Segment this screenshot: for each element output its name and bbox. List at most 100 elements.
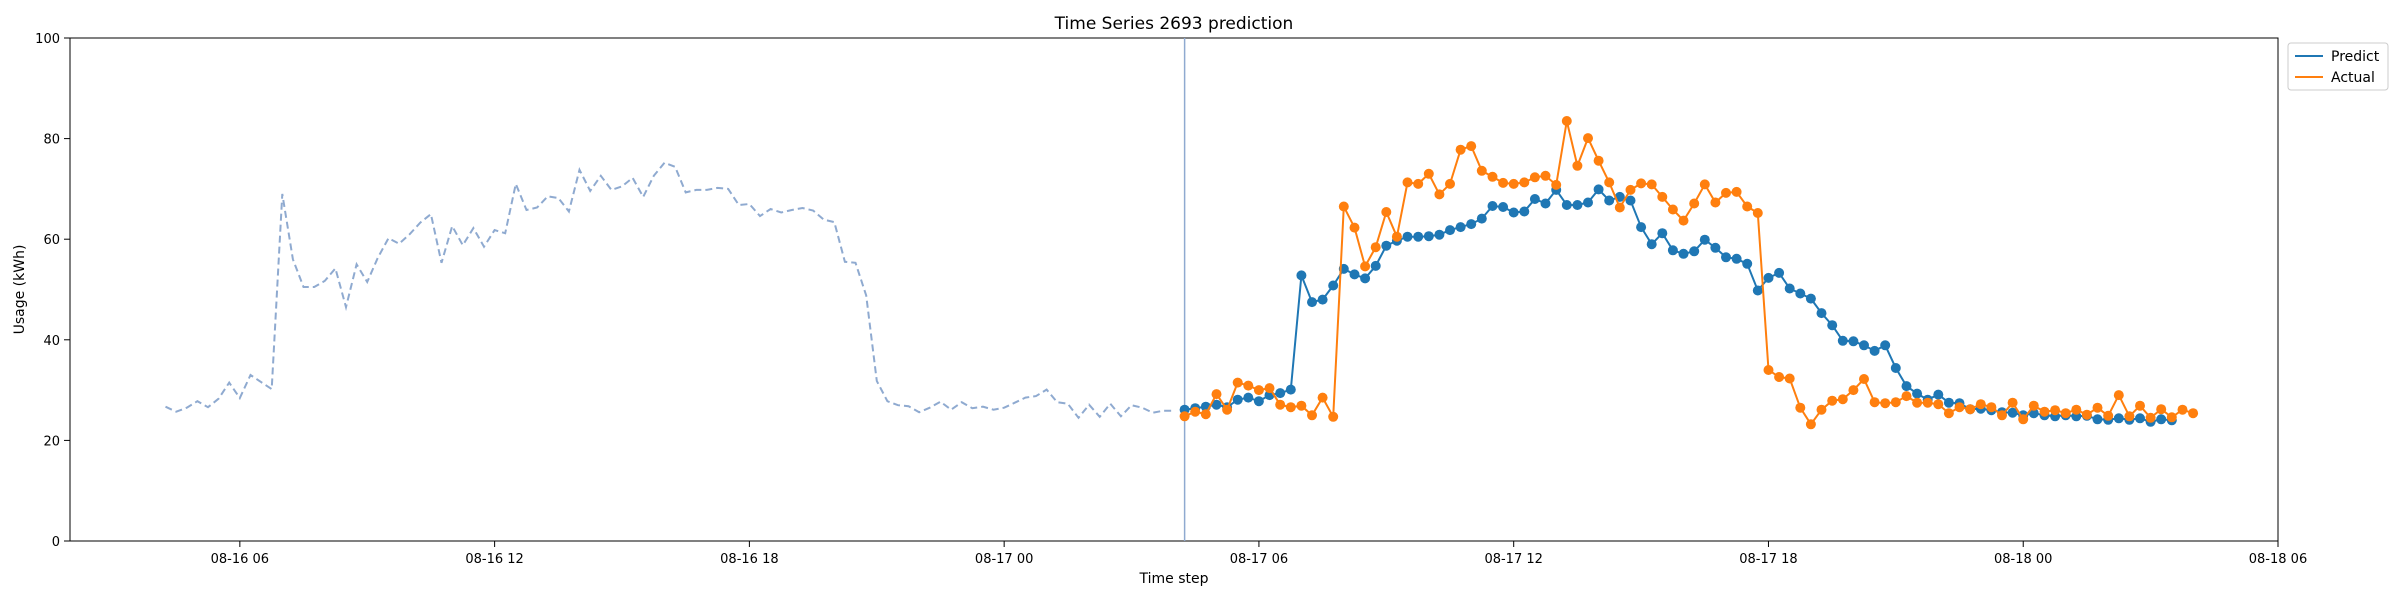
actual-point-26: [1455, 144, 1466, 155]
x-tick-label-0: 08-16 06: [211, 552, 269, 567]
actual-line: [1184, 120, 2194, 427]
predict-point-43: [1636, 222, 1647, 233]
predict-point-27: [1466, 219, 1477, 230]
predict-point-49: [1699, 234, 1710, 245]
actual-point-43: [1636, 178, 1647, 189]
actual-point-19: [1381, 207, 1392, 217]
plot-frame: [69, 37, 2279, 542]
predict-point-58: [1795, 288, 1806, 299]
predict-point-7: [1253, 396, 1264, 407]
predict-point-63: [1848, 336, 1859, 347]
actual-point-42: [1625, 184, 1636, 195]
predict-point-61: [1827, 320, 1838, 331]
actual-point-70: [1922, 397, 1933, 408]
actual-point-63: [1848, 385, 1859, 396]
actual-point-41: [1614, 202, 1625, 213]
actual-point-32: [1519, 177, 1530, 188]
predict-point-60: [1816, 308, 1827, 319]
x-tick-label-6: 08-17 18: [1739, 552, 1797, 567]
predict-point-10: [1285, 384, 1296, 395]
actual-point-44: [1646, 179, 1657, 190]
predict-point-50: [1710, 242, 1721, 253]
actual-point-94: [2177, 404, 2188, 415]
actual-point-15: [1338, 201, 1349, 212]
actual-point-3: [1211, 389, 1222, 400]
predict-point-24: [1434, 229, 1445, 240]
actual-point-83: [2060, 408, 2071, 419]
predict-point-90: [2135, 413, 2145, 424]
x-tick-label-2: 08-16 18: [720, 552, 778, 567]
predict-line: [1184, 187, 2172, 423]
predict-point-18: [1370, 260, 1381, 271]
predict-point-42: [1625, 195, 1636, 206]
actual-point-55: [1763, 365, 1774, 375]
actual-point-85: [2081, 409, 2092, 420]
actual-point-72: [1943, 408, 1954, 419]
actual-point-81: [2039, 406, 2050, 417]
actual-point-21: [1402, 177, 1413, 188]
actual-point-29: [1487, 171, 1498, 182]
actual-point-14: [1328, 411, 1339, 422]
predict-point-59: [1805, 293, 1816, 304]
actual-point-65: [1869, 397, 1880, 408]
actual-point-23: [1423, 168, 1434, 179]
predict-point-68: [1901, 381, 1912, 392]
actual-point-4: [1222, 404, 1233, 415]
x-tick-label-5: 08-17 12: [1484, 552, 1542, 567]
predict-point-51: [1721, 252, 1731, 263]
predict-point-3: [1211, 399, 1222, 410]
y-axis-label: Usage (kWh): [12, 245, 28, 335]
actual-point-53: [1742, 201, 1753, 212]
actual-point-80: [2028, 400, 2039, 411]
predict-point-33: [1529, 194, 1540, 204]
predict-point-26: [1455, 222, 1466, 233]
plot-area: 0 20 40 60 80 100 08-16 06 08-16 12 08-16 18 08-1…: [35, 32, 2307, 567]
predict-point-65: [1869, 345, 1880, 356]
actual-point-17: [1360, 261, 1371, 272]
actual-point-30: [1498, 177, 1509, 188]
predict-point-28: [1476, 213, 1487, 224]
predict-point-31: [1508, 207, 1519, 218]
actual-point-50: [1710, 197, 1721, 208]
actual-point-5: [1232, 377, 1243, 388]
predict-point-54: [1752, 285, 1763, 296]
actual-point-37: [1572, 160, 1583, 171]
actual-point-57: [1784, 373, 1795, 384]
predict-point-36: [1561, 200, 1572, 210]
actual-point-2: [1200, 409, 1211, 420]
actual-point-89: [2124, 411, 2135, 422]
predict-point-21: [1402, 231, 1413, 242]
actual-point-35: [1551, 179, 1562, 190]
actual-point-77: [1997, 410, 2007, 421]
predict-point-32: [1519, 206, 1530, 217]
actual-point-34: [1540, 170, 1551, 181]
predict-point-6: [1243, 392, 1254, 403]
predict-point-67: [1890, 363, 1901, 373]
actual-point-24: [1434, 189, 1445, 200]
actual-point-48: [1689, 198, 1700, 209]
actual-point-62: [1837, 394, 1848, 405]
predict-point-37: [1572, 200, 1583, 210]
predict-point-22: [1413, 231, 1424, 242]
predict-point-71: [1933, 389, 1944, 400]
actual-point-10: [1285, 402, 1296, 413]
actual-point-40: [1604, 177, 1615, 188]
actual-point-71: [1933, 399, 1944, 410]
actual-point-39: [1593, 155, 1604, 166]
actual-point-95: [2188, 408, 2199, 419]
actual-point-20: [1391, 231, 1402, 242]
predict-point-62: [1837, 335, 1848, 346]
actual-point-67: [1890, 397, 1901, 408]
actual-point-93: [2166, 412, 2177, 423]
predict-point-64: [1859, 340, 1869, 351]
actual-point-45: [1657, 191, 1668, 202]
actual-point-92: [2156, 404, 2167, 415]
actual-point-7: [1253, 385, 1264, 396]
predict-point-53: [1742, 258, 1753, 269]
predict-point-5: [1232, 394, 1243, 405]
actual-point-56: [1774, 372, 1785, 382]
predict-point-30: [1498, 202, 1509, 212]
predict-point-45: [1657, 228, 1668, 239]
actual-point-12: [1307, 410, 1317, 421]
